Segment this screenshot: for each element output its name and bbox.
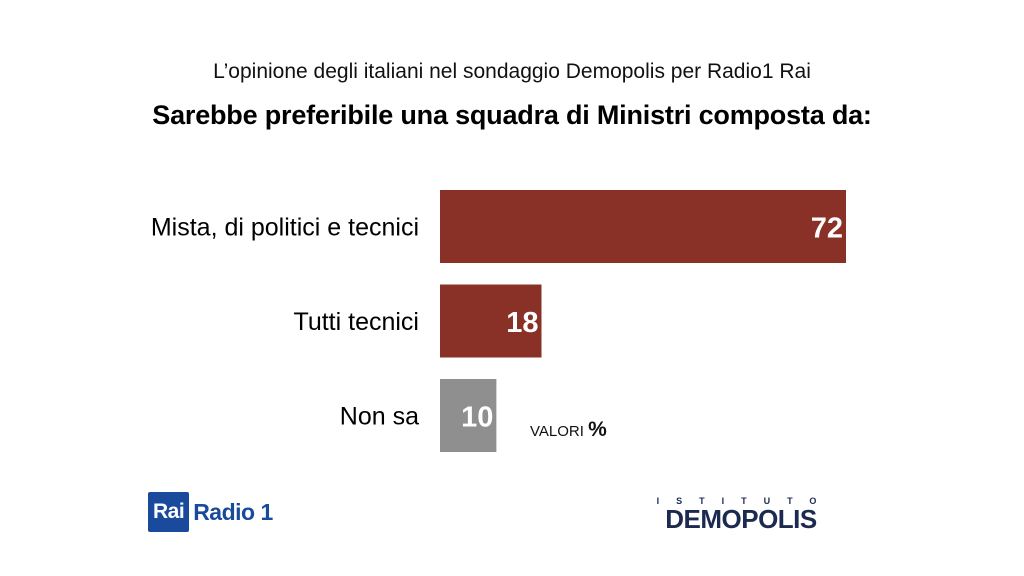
- bar-1: [440, 190, 846, 263]
- rai-radio1-logo: Rai Radio 1: [148, 492, 273, 532]
- demopolis-logo-brand: DEMOPOLIS: [665, 504, 817, 534]
- value-label-3: 10: [461, 402, 493, 434]
- category-label-1: Mista, di politici e tecnici: [151, 214, 419, 242]
- demopolis-logo: ISTITUTO DEMOPOLIS: [636, 496, 846, 535]
- value-label-1: 72: [811, 213, 843, 245]
- unit-note-label: VALORI: [530, 423, 584, 440]
- bar-3: [440, 379, 497, 452]
- chart-title: Sarebbe preferibile una squadra di Minis…: [152, 100, 872, 130]
- category-label-2: Tutti tecnici: [293, 308, 419, 336]
- rai-logo-box: Rai: [148, 492, 190, 532]
- category-label-3: Non sa: [340, 403, 419, 431]
- value-label-2: 18: [506, 307, 538, 339]
- unit-note-symbol: %: [588, 418, 607, 441]
- radio1-logo-text: Radio 1: [193, 498, 273, 525]
- bar-2: [440, 284, 542, 358]
- unit-note: VALORI %: [530, 418, 607, 442]
- demopolis-logo-top: ISTITUTO: [656, 496, 834, 506]
- chart-subtitle: L’opinione degli italiani nel sondaggio …: [213, 60, 811, 83]
